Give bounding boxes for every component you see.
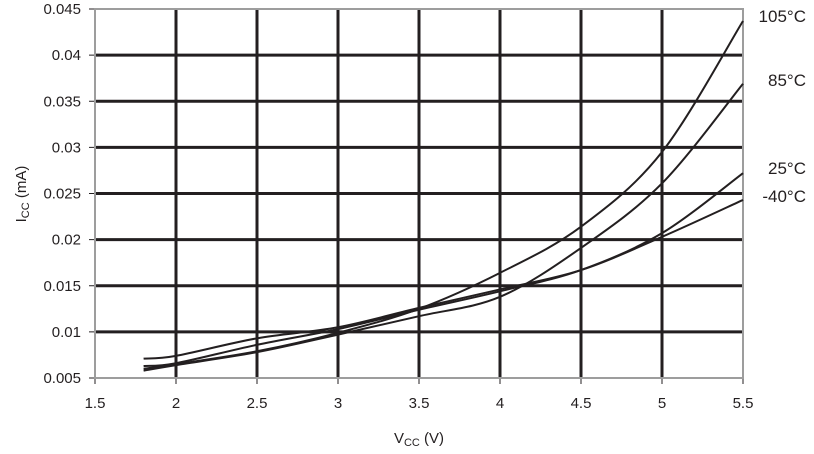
x-tick-label: 1.5 bbox=[85, 395, 106, 412]
y-axis-title: ICC (mA) bbox=[13, 166, 32, 223]
y-tick-label: 0.025 bbox=[43, 186, 81, 203]
series-label: -40°C bbox=[762, 187, 806, 206]
x-tick-label: 2.5 bbox=[247, 395, 268, 412]
tick-labels: 1.5 2 2.5 3 3.5 4 4.5 5 5.5 0.005 0.01 0.015 0.02 0.0… bbox=[43, 1, 753, 412]
x-tick-label: 5.5 bbox=[733, 395, 754, 412]
x-tick-label: 2 bbox=[172, 395, 180, 412]
y-tick-label: 0.035 bbox=[43, 93, 81, 110]
series-labels: 105°C 85°C 25°C -40°C bbox=[759, 7, 806, 206]
y-tick-label: 0.015 bbox=[43, 278, 81, 295]
x-tick-label: 4.5 bbox=[571, 395, 592, 412]
series-line-1 bbox=[143, 83, 744, 372]
series-label: 25°C bbox=[768, 159, 806, 178]
x-tick-label: 3 bbox=[334, 395, 342, 412]
y-tick-label: 0.01 bbox=[52, 324, 81, 341]
series-line-3 bbox=[143, 199, 744, 360]
y-tick-label: 0.005 bbox=[43, 370, 81, 387]
y-tick-label: 0.03 bbox=[52, 139, 81, 156]
x-tick-label: 3.5 bbox=[409, 395, 430, 412]
y-tick-label: 0.02 bbox=[52, 232, 81, 249]
series-label: 105°C bbox=[759, 7, 806, 26]
y-tick-label: 0.045 bbox=[43, 1, 81, 18]
x-tick-label: 4 bbox=[496, 395, 504, 412]
grid bbox=[89, 8, 744, 384]
x-axis-title: VCC (V) bbox=[394, 430, 444, 449]
series-line-2 bbox=[143, 172, 744, 368]
y-tick-label: 0.04 bbox=[52, 47, 81, 64]
series-lines bbox=[143, 20, 744, 372]
x-tick-label: 5 bbox=[658, 395, 666, 412]
plot-border bbox=[94, 8, 744, 379]
series-label: 85°C bbox=[768, 71, 806, 90]
